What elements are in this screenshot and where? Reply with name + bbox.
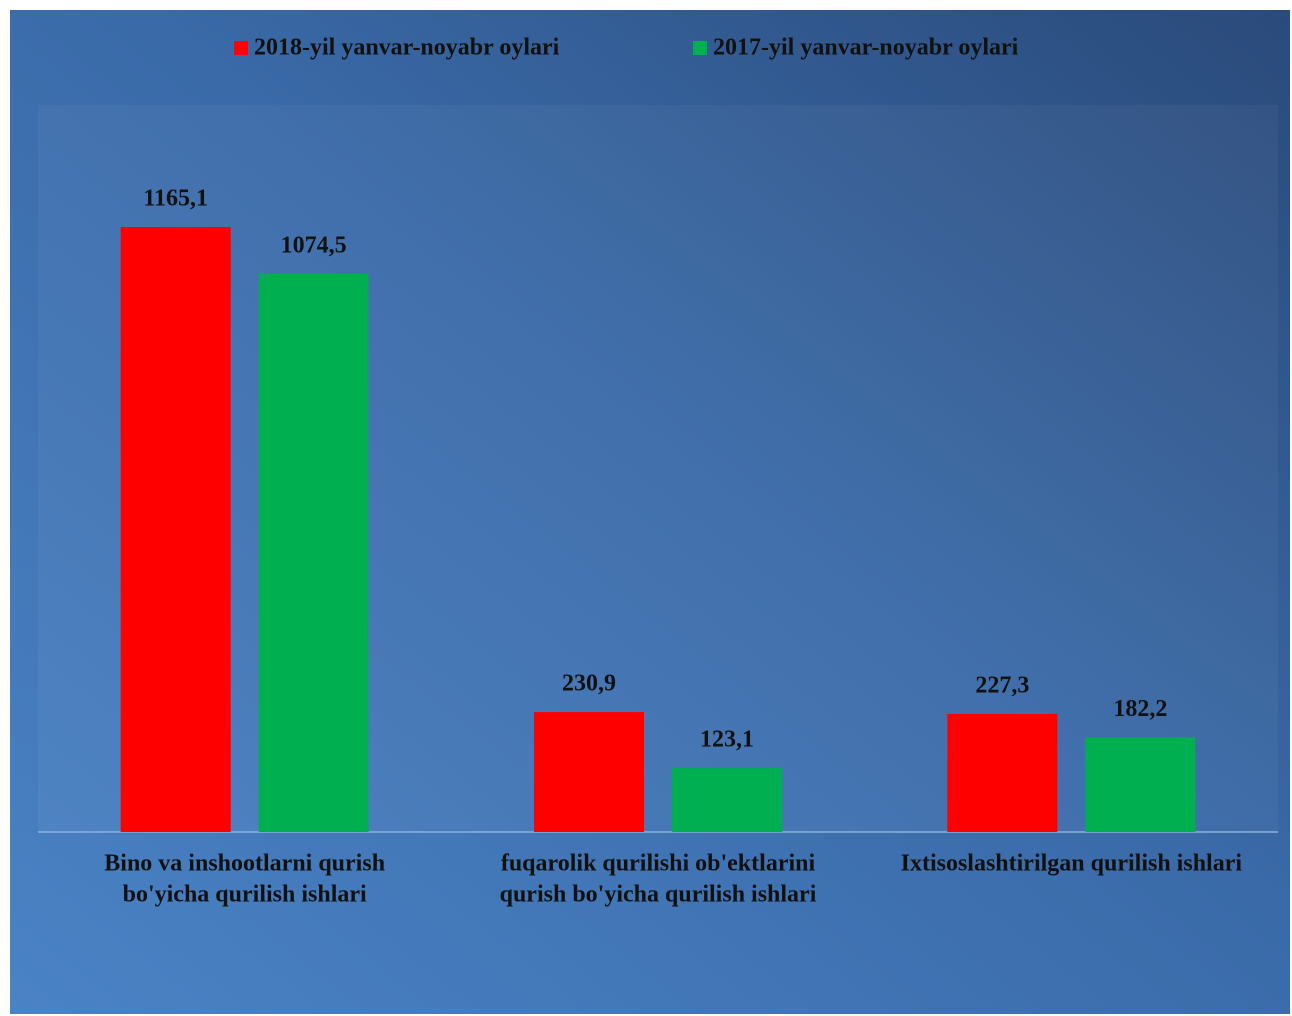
x-tick-label: Ixtisoslashtirilgan qurilish ishlari (901, 851, 1243, 877)
value-label: 123,1 (700, 727, 754, 753)
bar (1085, 737, 1196, 832)
x-tick-label: Bino va inshootlarni qurish (104, 851, 385, 877)
bar (947, 713, 1058, 832)
legend-label: 2017-yil yanvar-noyabr oylari (713, 35, 1019, 61)
value-label: 1165,1 (143, 185, 208, 211)
bar (672, 768, 782, 832)
bar (534, 712, 644, 832)
bar (258, 274, 369, 833)
plot-area (38, 105, 1278, 832)
value-label: 230,9 (562, 671, 616, 697)
value-label: 182,2 (1113, 696, 1167, 722)
legend-swatch (693, 41, 707, 55)
bar (120, 226, 231, 832)
value-label: 227,3 (975, 672, 1029, 698)
x-tick-label: bo'yicha qurilish ishlari (123, 882, 367, 908)
x-tick-label: fuqarolik qurilishi ob'ektlarini (501, 851, 816, 877)
value-label: 1074,5 (281, 233, 347, 259)
legend-swatch (234, 41, 248, 55)
x-tick-label: qurish bo'yicha qurilish ishlari (500, 882, 817, 908)
legend-label: 2018-yil yanvar-noyabr oylari (254, 35, 560, 61)
